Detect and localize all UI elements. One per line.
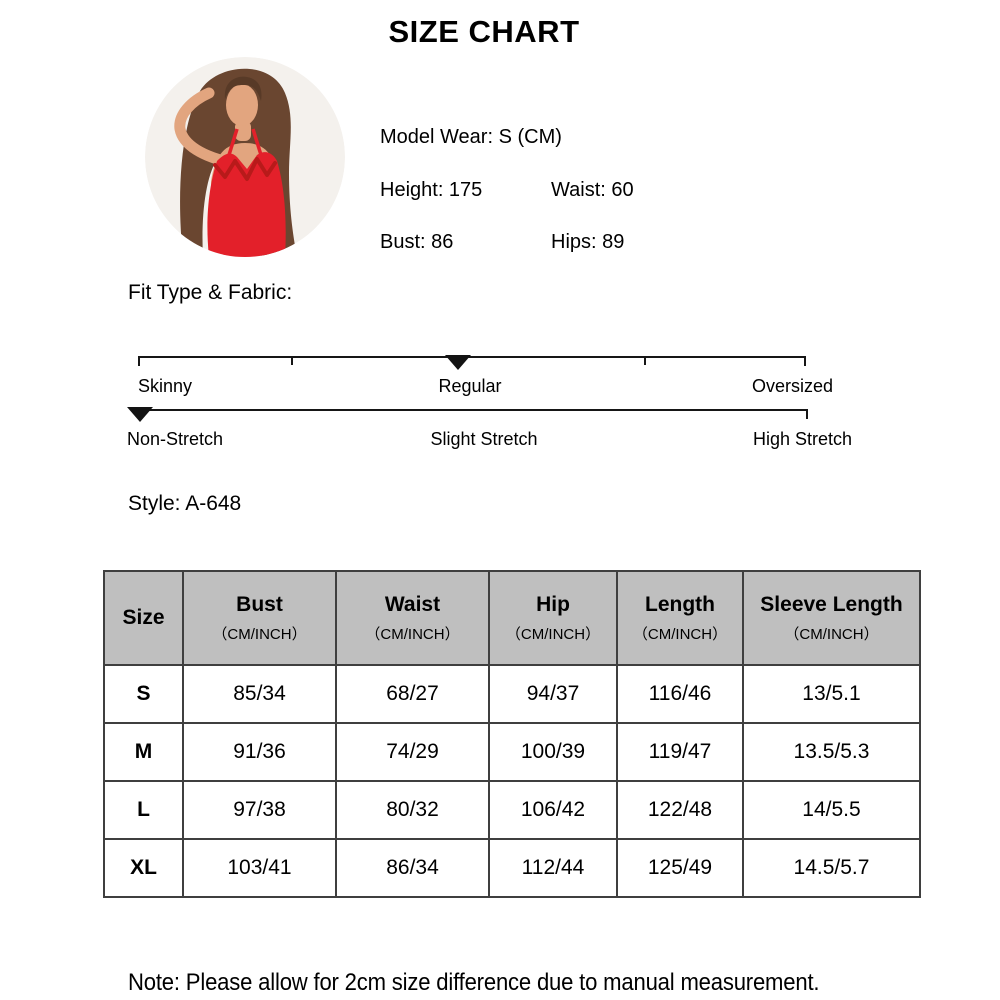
value-cell: 116/46 xyxy=(616,664,744,724)
value-cell: 125/49 xyxy=(616,838,744,898)
fit-scale-label-skinny: Skinny xyxy=(138,376,193,396)
fit-marker-triangle-icon xyxy=(445,355,471,370)
stretch-scale-label-non-stretch: Non-Stretch xyxy=(127,429,224,449)
value-cell: 91/36 xyxy=(182,722,337,782)
face-shape xyxy=(226,84,258,126)
col-header-unit: （CM/INCH） xyxy=(212,626,307,643)
value-cell: 85/34 xyxy=(182,664,337,724)
fit-scale-label-oversized: Oversized xyxy=(751,376,833,396)
col-header-hip: Hip （CM/INCH） xyxy=(488,570,618,666)
col-header-unit: （CM/INCH） xyxy=(784,626,879,643)
value-cell: 106/42 xyxy=(488,780,618,840)
col-header-label: Sleeve Length xyxy=(760,593,903,616)
col-header-sleeve-length: Sleeve Length （CM/INCH） xyxy=(742,570,921,666)
col-header-label: Hip xyxy=(536,593,570,616)
model-illustration-icon xyxy=(145,57,345,257)
col-header-label: Waist xyxy=(384,593,441,616)
fit-scale-line xyxy=(138,356,806,358)
value-cell: 80/32 xyxy=(335,780,490,840)
size-cell: S xyxy=(103,664,184,724)
fit-scale-tick xyxy=(291,356,293,365)
value-cell: 74/29 xyxy=(335,722,490,782)
value-cell: 122/48 xyxy=(616,780,744,840)
front-hair-shape xyxy=(224,76,262,101)
stretch-marker-triangle-icon xyxy=(127,407,153,422)
value-cell: 100/39 xyxy=(488,722,618,782)
value-cell: 14/5.5 xyxy=(742,780,921,840)
model-height-text: Height: 175 xyxy=(380,179,483,201)
size-cell: L xyxy=(103,780,184,840)
size-cell: M xyxy=(103,722,184,782)
page-title: SIZE CHART xyxy=(388,14,580,49)
col-header-waist: Waist （CM/INCH） xyxy=(335,570,490,666)
value-cell: 103/41 xyxy=(182,838,337,898)
value-cell: 68/27 xyxy=(335,664,490,724)
fit-scale-tick xyxy=(138,356,140,366)
stretch-scale-tick xyxy=(806,409,808,419)
dress-strap xyxy=(227,128,239,156)
style-code-text: Style: A-648 xyxy=(128,492,242,515)
stretch-scale-label-high-stretch: High Stretch xyxy=(752,429,852,449)
stretch-scale-label-slight-stretch: Slight Stretch xyxy=(430,429,538,449)
dress-strap xyxy=(251,128,263,156)
table-row-xl: XL 103/41 86/34 112/44 125/49 14.5/5.7 xyxy=(103,838,921,898)
col-header-size: Size xyxy=(103,570,184,666)
col-header-label: Size xyxy=(122,606,165,629)
col-header-unit: （CM/INCH） xyxy=(365,626,460,643)
table-row-s: S 85/34 68/27 94/37 116/46 13/5.1 xyxy=(103,664,921,724)
stretch-scale-line xyxy=(138,409,808,411)
model-waist-text: Waist: 60 xyxy=(551,179,634,201)
col-header-bust: Bust （CM/INCH） xyxy=(182,570,337,666)
fit-type-heading: Fit Type & Fabric: xyxy=(128,281,293,304)
value-cell: 13/5.1 xyxy=(742,664,921,724)
value-cell: 119/47 xyxy=(616,722,744,782)
table-header-row: Size Bust （CM/INCH） Waist （CM/INCH） Hip … xyxy=(103,570,921,666)
value-cell: 13.5/5.3 xyxy=(742,722,921,782)
col-header-label: Bust xyxy=(236,593,283,616)
value-cell: 97/38 xyxy=(182,780,337,840)
red-dress-shape xyxy=(207,152,286,257)
table-row-l: L 97/38 80/32 106/42 122/48 14/5.5 xyxy=(103,780,921,840)
table-row-m: M 91/36 74/29 100/39 119/47 13.5/5.3 xyxy=(103,722,921,782)
col-header-unit: （CM/INCH） xyxy=(632,626,728,643)
model-hips-text: Hips: 89 xyxy=(551,231,625,253)
model-wear-text: Model Wear: S (CM) xyxy=(380,126,562,148)
value-cell: 112/44 xyxy=(488,838,618,898)
measurement-note-text: Note: Please allow for 2cm size differen… xyxy=(128,969,820,996)
size-table: Size Bust （CM/INCH） Waist （CM/INCH） Hip … xyxy=(103,570,921,898)
raised-arm-shape xyxy=(174,87,239,169)
size-cell: XL xyxy=(103,838,184,898)
fit-scale-tick xyxy=(644,356,646,365)
value-cell: 94/37 xyxy=(488,664,618,724)
fit-scale-tick xyxy=(804,356,806,366)
value-cell: 14.5/5.7 xyxy=(742,838,921,898)
size-table-container: Size Bust （CM/INCH） Waist （CM/INCH） Hip … xyxy=(103,570,921,898)
value-cell: 86/34 xyxy=(335,838,490,898)
fit-scale-label-regular: Regular xyxy=(438,376,502,396)
model-photo xyxy=(145,57,345,257)
col-header-unit: （CM/INCH） xyxy=(505,626,601,643)
model-bust-text: Bust: 86 xyxy=(380,231,454,253)
col-header-length: Length （CM/INCH） xyxy=(616,570,744,666)
ruffle-shape xyxy=(213,157,277,181)
col-header-label: Length xyxy=(645,593,715,616)
neck-shape xyxy=(235,121,251,141)
